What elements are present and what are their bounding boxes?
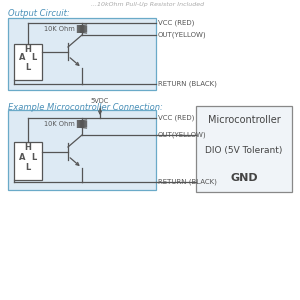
Text: L: L <box>26 163 31 172</box>
Bar <box>8 18 156 90</box>
Text: 5VDC: 5VDC <box>91 98 109 104</box>
Text: H: H <box>25 46 32 55</box>
Text: ...10kOhm Pull-Up Resistor Included: ...10kOhm Pull-Up Resistor Included <box>92 2 205 7</box>
Bar <box>14 44 42 80</box>
Text: VCC (RED): VCC (RED) <box>158 115 194 121</box>
Text: L: L <box>26 62 31 71</box>
Bar <box>8 110 156 190</box>
Text: OUT(YELLOW): OUT(YELLOW) <box>158 132 207 138</box>
Text: Example Microcontroller Connection:: Example Microcontroller Connection: <box>8 103 163 112</box>
Text: RETURN (BLACK): RETURN (BLACK) <box>158 179 217 185</box>
Text: 10K Ohm: 10K Ohm <box>44 26 75 32</box>
Text: Output Circuit:: Output Circuit: <box>8 9 70 18</box>
Text: RETURN (BLACK): RETURN (BLACK) <box>158 81 217 87</box>
Text: 10K Ohm: 10K Ohm <box>44 121 75 127</box>
Text: VCC (RED): VCC (RED) <box>158 20 194 26</box>
Text: L: L <box>32 152 37 161</box>
Text: Microcontroller: Microcontroller <box>208 115 280 125</box>
Text: GND: GND <box>230 173 258 183</box>
Text: L: L <box>32 53 37 62</box>
Text: DIO (5V Tolerant): DIO (5V Tolerant) <box>205 146 283 155</box>
Bar <box>14 142 42 180</box>
Text: A: A <box>19 152 25 161</box>
Text: OUT(YELLOW): OUT(YELLOW) <box>158 32 207 38</box>
Text: H: H <box>25 143 32 152</box>
Bar <box>196 106 292 192</box>
Text: A: A <box>19 53 25 62</box>
